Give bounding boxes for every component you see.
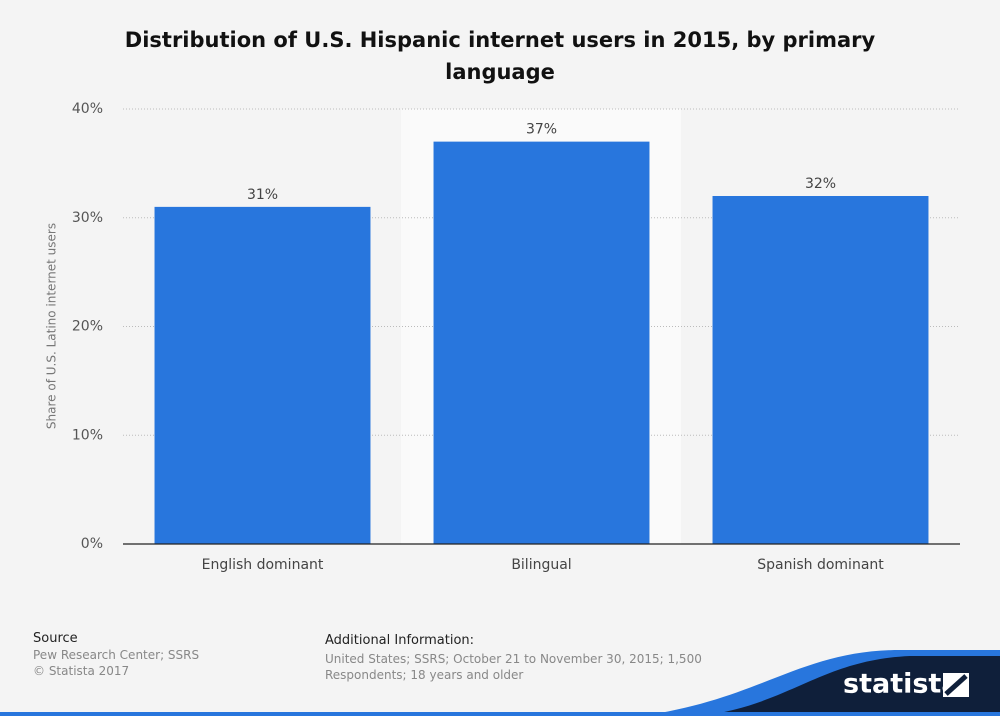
y-tick-label: 20% [72, 319, 103, 335]
logo-icon-slash [944, 674, 968, 696]
bar [433, 141, 650, 544]
y-tick-label: 40% [72, 101, 103, 117]
info-heading: Additional Information: [325, 633, 475, 648]
copyright: © Statista 2017 [33, 664, 130, 678]
chart-title: Distribution of U.S. Hispanic internet u… [124, 28, 876, 84]
bar [712, 196, 929, 544]
source: Pew Research Center; SSRS [33, 648, 200, 662]
x-tick-label: English dominant [202, 557, 324, 573]
value-label: 31% [247, 187, 278, 203]
info: United States; SSRS; October 21 to Novem… [325, 652, 702, 682]
bottom-stripe [0, 712, 1000, 716]
y-tick-label: 30% [72, 210, 103, 226]
y-tick-label: 0% [81, 536, 103, 552]
y-axis-title: Share of U.S. Latino internet users [45, 223, 59, 429]
logo-bg [700, 656, 1000, 716]
bar [154, 206, 371, 544]
x-tick-label: Spanish dominant [757, 557, 884, 573]
source-heading: Source [33, 631, 78, 646]
value-label: 32% [805, 176, 836, 192]
y-tick-label: 10% [72, 427, 103, 443]
value-label: 37% [526, 122, 557, 138]
brand: statista [843, 669, 960, 700]
x-tick-label: Bilingual [511, 557, 571, 573]
